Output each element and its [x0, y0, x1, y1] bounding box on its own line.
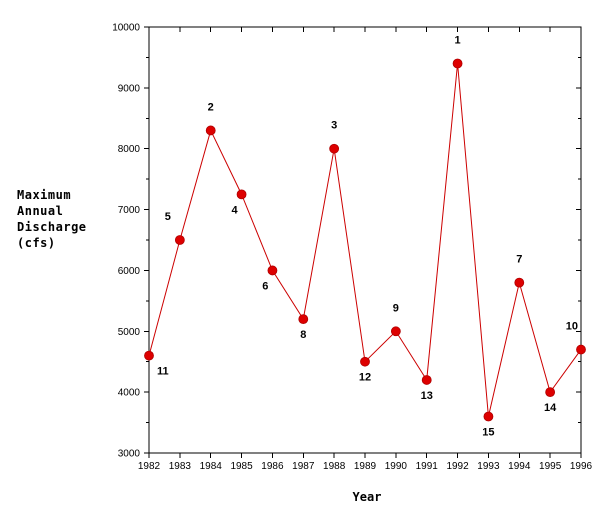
- data-point: [144, 350, 154, 361]
- y-tick-label: 10000: [112, 23, 140, 34]
- y-tick-label: 6000: [118, 266, 141, 277]
- rank-label: 4: [231, 204, 238, 216]
- rank-label: 12: [359, 372, 371, 384]
- x-tick-label: 1989: [354, 461, 377, 472]
- y-tick-label: 3000: [118, 449, 141, 460]
- data-point: [390, 326, 401, 337]
- x-tick-label: 1982: [138, 461, 161, 472]
- data-point: [236, 189, 247, 200]
- y-axis-label-line: Discharge: [17, 220, 87, 234]
- rank-label: 13: [421, 390, 433, 402]
- x-tick-label: 1988: [323, 461, 346, 472]
- x-tick-label: 1995: [539, 461, 562, 472]
- plot-border: [148, 26, 582, 454]
- plot-frame: [148, 26, 582, 454]
- rank-label: 3: [331, 120, 337, 132]
- rank-label: 5: [165, 211, 171, 223]
- x-tick-label: 1991: [416, 461, 439, 472]
- x-tick-label: 1992: [446, 461, 469, 472]
- rank-label: 8: [300, 329, 306, 341]
- rank-label: 6: [262, 280, 268, 292]
- x-tick-label: 1993: [477, 461, 500, 472]
- y-axis-label-line: Annual: [17, 204, 64, 218]
- x-tick-label: 1990: [385, 461, 408, 472]
- y-tick-label: 8000: [118, 144, 141, 155]
- rank-label: 2: [208, 101, 214, 113]
- rank-label: 1: [455, 35, 461, 47]
- y-axis-label-line: Maximum: [17, 188, 72, 202]
- x-tick-label: 1984: [200, 461, 223, 472]
- x-tick-label: 1987: [292, 461, 315, 472]
- data-point: [483, 411, 494, 422]
- data-markers: [144, 58, 586, 422]
- data-point: [267, 265, 278, 276]
- y-tick-label: 5000: [118, 327, 141, 338]
- y-tick-label: 4000: [118, 388, 141, 399]
- data-point: [298, 314, 309, 325]
- rank-label: 9: [393, 302, 399, 314]
- x-tick-label: 1983: [169, 461, 192, 472]
- x-tick-label: 1996: [570, 461, 593, 472]
- rank-label: 15: [482, 426, 494, 438]
- y-axis-ticks: 3000 4000 5000 6000 7000 8000 9000 10000: [112, 23, 581, 460]
- data-point: [360, 356, 370, 367]
- data-point: [205, 125, 216, 136]
- data-point: [545, 387, 556, 398]
- rank-label: 10: [566, 321, 578, 333]
- x-axis-label: Year: [353, 490, 382, 504]
- data-point: [174, 235, 185, 245]
- data-point: [421, 375, 432, 385]
- data-point: [576, 344, 586, 355]
- data-point: [514, 277, 525, 288]
- y-axis-label: Maximum Annual Discharge (cfs): [17, 187, 127, 251]
- data-point: [452, 58, 463, 69]
- x-tick-label: 1985: [230, 461, 253, 472]
- rank-label: 11: [157, 366, 169, 378]
- rank-label: 7: [516, 254, 522, 266]
- x-tick-label: 1994: [508, 461, 531, 472]
- rank-label: 14: [544, 402, 557, 414]
- x-tick-label: 1986: [261, 461, 284, 472]
- y-tick-label: 7000: [118, 205, 141, 216]
- y-axis-label-line: (cfs): [17, 236, 56, 250]
- data-point: [329, 143, 340, 154]
- y-tick-label: 9000: [118, 83, 141, 94]
- x-axis-ticks: 1982 1983 1984 1985 1986 1987 1988 1989 1990 1991…: [138, 27, 593, 472]
